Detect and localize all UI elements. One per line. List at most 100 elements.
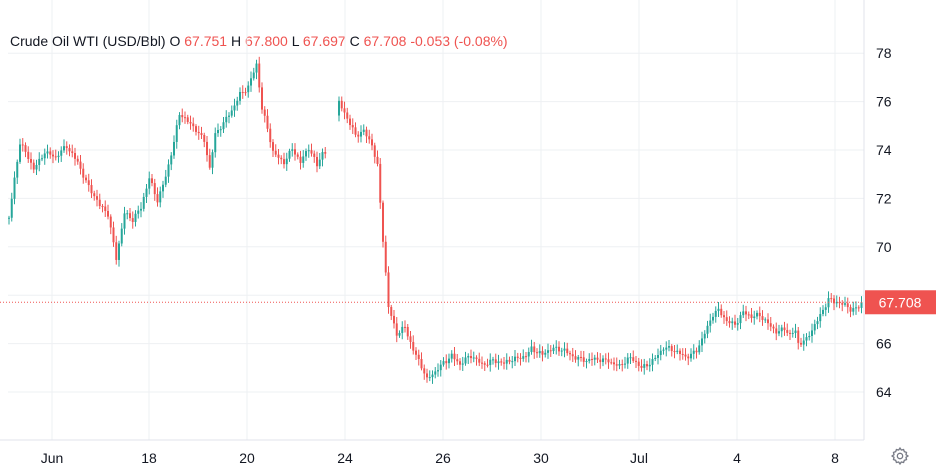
candle-body xyxy=(387,272,390,308)
candle-body xyxy=(615,364,618,366)
candle-body xyxy=(756,312,758,317)
candle-body xyxy=(511,361,514,363)
candle-body xyxy=(365,129,368,137)
candle-body xyxy=(621,364,624,366)
candle-body xyxy=(560,350,563,352)
candle-body xyxy=(107,210,109,217)
candle-body xyxy=(646,364,648,367)
candle-body xyxy=(376,156,379,164)
candle-body xyxy=(541,351,544,355)
candle-body xyxy=(772,326,775,329)
candle-body xyxy=(574,356,577,360)
candle-body xyxy=(725,317,728,322)
candle-body xyxy=(492,359,494,361)
candle-body xyxy=(544,352,547,355)
candle-body xyxy=(96,196,98,200)
candle-body xyxy=(794,330,797,334)
candle-body xyxy=(338,100,340,116)
candle-body xyxy=(514,356,516,362)
candle-body xyxy=(321,152,324,160)
candle-body xyxy=(453,353,456,360)
candle-body xyxy=(261,87,263,110)
candle-body xyxy=(156,194,159,203)
candle-body xyxy=(846,303,849,308)
candle-body xyxy=(723,315,725,318)
candle-body xyxy=(481,362,483,364)
candle-body xyxy=(24,145,27,152)
candle-body xyxy=(588,358,591,362)
last-price-label: 67.708 xyxy=(879,294,922,310)
candle-body xyxy=(659,350,662,356)
candle-body xyxy=(173,141,175,156)
candle-body xyxy=(585,361,588,363)
candle-body xyxy=(728,321,731,324)
candle-body xyxy=(87,180,90,186)
candle-body xyxy=(629,357,632,359)
candle-body xyxy=(379,163,382,203)
candle-body xyxy=(610,362,613,364)
candle-body xyxy=(318,159,321,167)
candle-body xyxy=(302,156,305,163)
candle-body xyxy=(263,109,266,116)
candle-body xyxy=(137,210,140,214)
candle-body xyxy=(791,333,794,335)
candle-body xyxy=(651,359,654,365)
candle-body xyxy=(764,319,767,321)
candle-body xyxy=(665,347,668,350)
candle-body xyxy=(522,356,525,359)
candle-body xyxy=(27,151,30,159)
candle-body xyxy=(679,350,681,354)
candle-body xyxy=(186,117,189,122)
candle-body xyxy=(571,354,574,357)
candle-body xyxy=(753,316,756,319)
candle-body xyxy=(349,118,351,126)
y-tick-label: 70 xyxy=(876,239,892,255)
candle-body xyxy=(750,314,753,319)
candle-body xyxy=(478,358,481,363)
candle-body xyxy=(79,161,82,169)
candle-body xyxy=(189,121,192,124)
candle-body xyxy=(310,150,313,154)
high-label: H xyxy=(230,33,242,49)
candle-body xyxy=(687,356,690,359)
candle-body xyxy=(211,152,214,168)
y-tick-label: 76 xyxy=(876,94,892,110)
candle-body xyxy=(71,151,74,154)
gear-icon[interactable] xyxy=(890,446,910,466)
candle-body xyxy=(32,162,35,170)
candle-body xyxy=(244,92,247,94)
candle-body xyxy=(497,361,500,364)
candle-body xyxy=(269,128,272,143)
candle-body xyxy=(714,310,717,317)
candle-body xyxy=(288,150,291,159)
candle-body xyxy=(280,157,283,160)
candle-body xyxy=(151,178,153,184)
candle-body xyxy=(566,348,569,354)
candle-body xyxy=(467,356,470,358)
candle-body xyxy=(508,359,511,362)
candle-body xyxy=(285,158,288,165)
candle-body xyxy=(35,164,38,170)
candle-body xyxy=(368,136,371,140)
candle-body xyxy=(747,314,750,316)
candle-body xyxy=(57,155,60,158)
candle-body xyxy=(16,161,19,178)
candle-body xyxy=(855,307,857,309)
candle-body xyxy=(483,363,486,365)
candle-body xyxy=(819,314,822,322)
candle-body xyxy=(494,359,497,364)
candle-body xyxy=(65,146,68,149)
candle-body xyxy=(10,198,13,218)
candle-body xyxy=(82,168,85,178)
low-value: 67.697 xyxy=(302,33,346,49)
candle-body xyxy=(767,319,769,324)
candle-body xyxy=(164,176,167,185)
candle-body xyxy=(472,357,475,359)
candle-body xyxy=(255,63,258,73)
candle-body xyxy=(222,122,225,130)
candle-body xyxy=(184,117,186,119)
candle-body xyxy=(857,307,860,309)
candle-body xyxy=(445,361,448,364)
candle-body xyxy=(250,78,252,86)
